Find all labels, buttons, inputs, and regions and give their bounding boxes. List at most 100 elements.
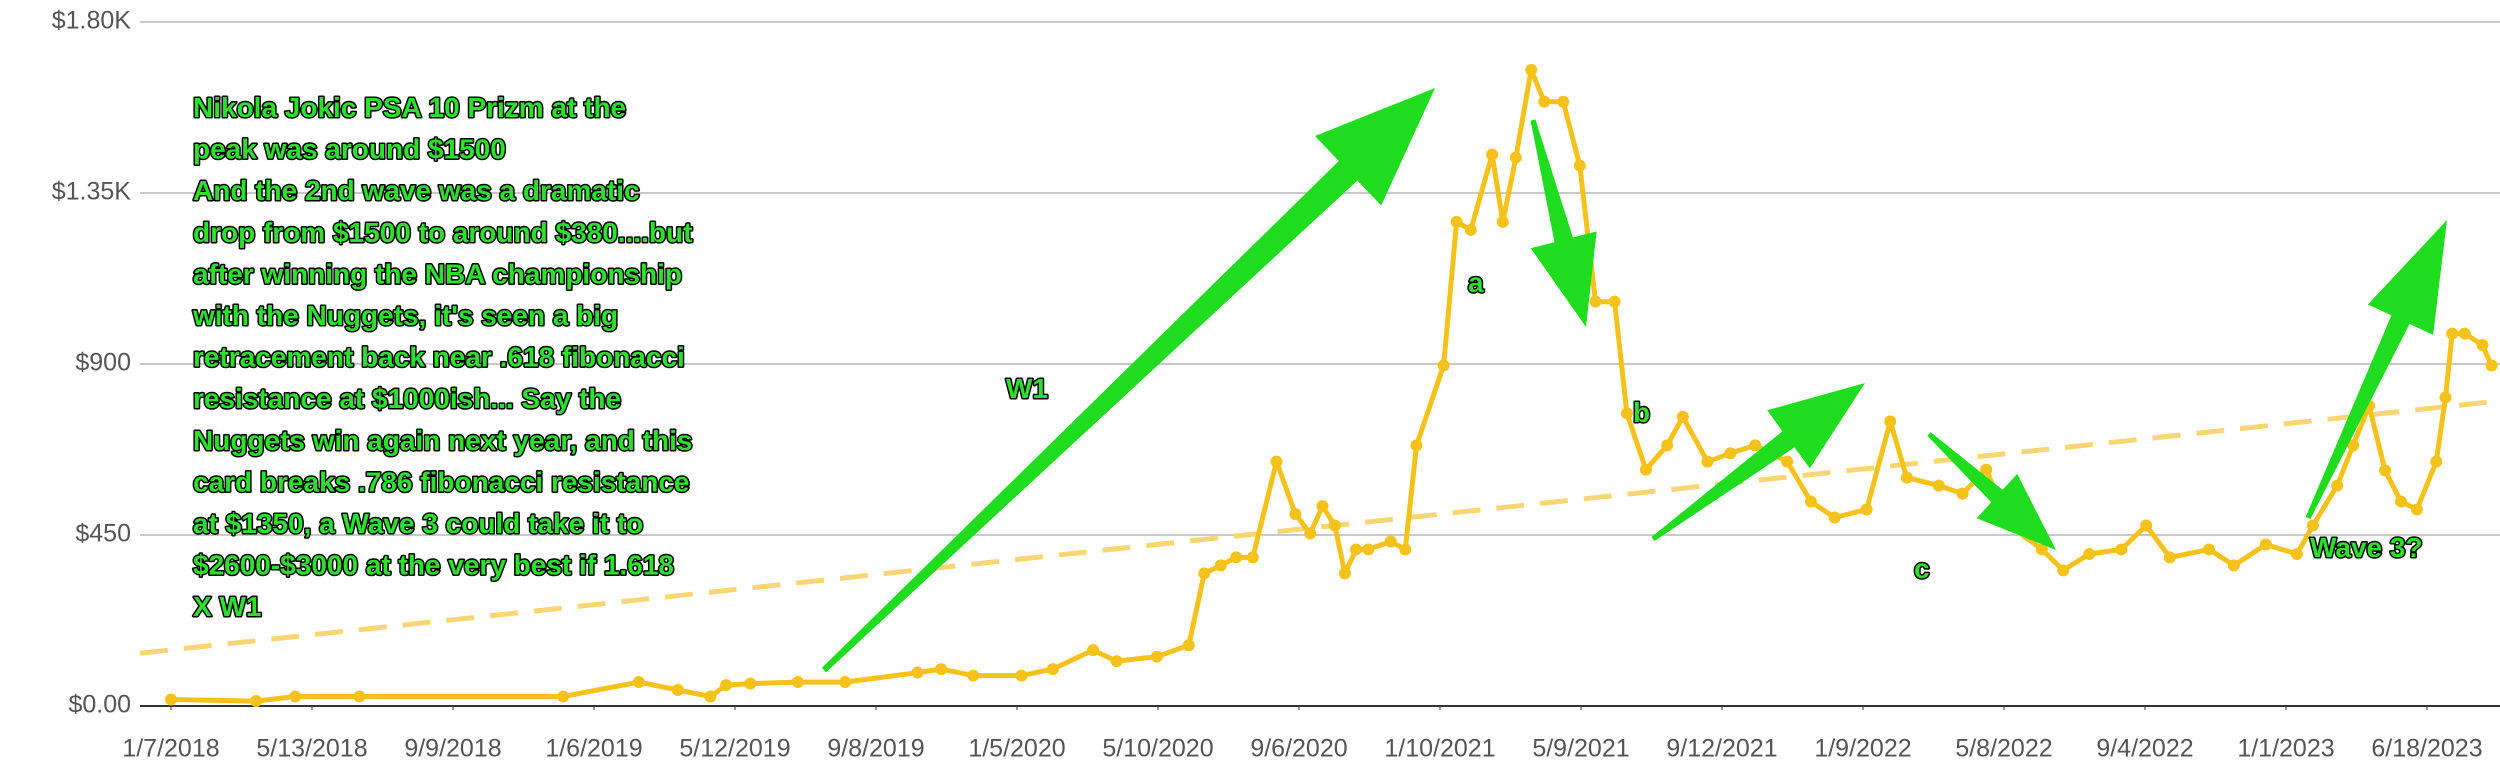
price-point bbox=[1557, 95, 1570, 108]
price-point bbox=[967, 669, 980, 682]
wave-label: W1 bbox=[1006, 373, 1048, 404]
x-tick-label: 9/9/2018 bbox=[404, 735, 501, 763]
price-point bbox=[1328, 519, 1341, 532]
price-point bbox=[839, 676, 852, 689]
y-tick-label: $450 bbox=[75, 520, 131, 548]
x-tick-label: 9/6/2020 bbox=[1250, 735, 1347, 763]
annotation-text: after winning the NBA championship bbox=[193, 258, 682, 289]
price-point bbox=[1749, 439, 1762, 452]
y-tick-label: $1.35K bbox=[52, 178, 132, 206]
x-tick-label: 1/7/2018 bbox=[122, 735, 219, 763]
price-point bbox=[1350, 543, 1363, 556]
annotation-text: X W1 bbox=[193, 591, 261, 622]
price-point bbox=[2259, 538, 2272, 551]
annotation-text: Nuggets win again next year, and this bbox=[193, 425, 692, 456]
price-point bbox=[2446, 327, 2459, 340]
price-point bbox=[1338, 567, 1351, 580]
price-point bbox=[1701, 455, 1714, 468]
x-tick-label: 5/8/2022 bbox=[1955, 735, 2052, 763]
price-point bbox=[353, 690, 366, 703]
price-point bbox=[704, 690, 717, 703]
price-point bbox=[1230, 551, 1243, 564]
price-point bbox=[1525, 63, 1538, 76]
y-tick-label: $1.80K bbox=[52, 7, 132, 35]
price-point bbox=[1608, 295, 1621, 308]
price-point bbox=[1828, 511, 1841, 524]
price-point bbox=[1509, 151, 1522, 164]
price-point bbox=[2379, 464, 2392, 477]
price-point bbox=[1384, 535, 1397, 548]
price-point bbox=[2083, 548, 2096, 560]
x-tick-label: 5/13/2018 bbox=[256, 735, 367, 763]
price-point bbox=[1620, 407, 1633, 420]
price-point bbox=[1884, 415, 1897, 428]
x-tick-label: 9/4/2022 bbox=[2096, 735, 2193, 763]
price-point bbox=[1661, 439, 1674, 452]
price-point bbox=[1464, 223, 1477, 236]
price-point bbox=[632, 676, 645, 689]
x-tick-label: 1/9/2022 bbox=[1814, 735, 1911, 763]
wave-label: a bbox=[1468, 267, 1484, 298]
price-point bbox=[791, 676, 804, 689]
price-point bbox=[1437, 359, 1450, 372]
price-point bbox=[2476, 339, 2489, 351]
x-tick-label: 1/6/2019 bbox=[545, 735, 642, 763]
price-point bbox=[1450, 215, 1463, 228]
wave-label: b bbox=[1633, 397, 1650, 428]
price-point bbox=[1589, 295, 1602, 308]
price-point bbox=[2394, 495, 2407, 508]
x-tick-label: 5/10/2020 bbox=[1102, 735, 1213, 763]
price-point bbox=[557, 690, 570, 703]
price-point bbox=[2485, 359, 2498, 372]
annotation-text: resistance at $1000ish... Say the bbox=[193, 383, 621, 414]
annotation-text: with the Nuggets, it's seen a big bbox=[192, 300, 618, 331]
price-point bbox=[2430, 455, 2443, 468]
price-point bbox=[250, 695, 263, 708]
price-point bbox=[720, 679, 733, 692]
price-point bbox=[1015, 669, 1028, 682]
price-point bbox=[1804, 495, 1817, 508]
price-point bbox=[1198, 567, 1211, 580]
price-point bbox=[2290, 548, 2303, 560]
x-tick-label: 9/8/2019 bbox=[827, 735, 924, 763]
price-point bbox=[1304, 527, 1317, 540]
price-point bbox=[1399, 543, 1412, 556]
price-point bbox=[2057, 564, 2070, 577]
price-point bbox=[2410, 503, 2423, 516]
price-point bbox=[1932, 479, 1945, 492]
annotation-text: peak was around $1500 bbox=[193, 134, 506, 165]
price-point bbox=[1639, 463, 1652, 476]
annotation-text: Nikola Jokic PSA 10 Prizm at the bbox=[193, 92, 626, 123]
annotation-text: $2600-$3000 at the very best if 1.618 bbox=[193, 550, 674, 581]
price-point bbox=[1410, 439, 1423, 452]
price-point bbox=[1956, 487, 1969, 500]
annotation-text: at $1350, a Wave 3 could take it to bbox=[193, 508, 643, 539]
price-point bbox=[1573, 159, 1586, 172]
annotation-arrow bbox=[2305, 220, 2447, 520]
price-point bbox=[1781, 455, 1794, 468]
wave-label: c bbox=[1914, 553, 1930, 584]
price-point bbox=[1289, 508, 1302, 521]
annotation-text: card breaks .786 fibonacci resistance bbox=[193, 466, 690, 497]
y-tick-label: $900 bbox=[75, 349, 131, 377]
annotation-arrow bbox=[1530, 119, 1597, 328]
x-tick-label: 5/12/2019 bbox=[679, 735, 790, 763]
price-point bbox=[1182, 639, 1195, 652]
price-point bbox=[2035, 543, 2048, 556]
price-point bbox=[1214, 559, 1227, 572]
price-point bbox=[1110, 655, 1123, 668]
price-point bbox=[2140, 519, 2153, 532]
price-point bbox=[1316, 500, 1329, 513]
price-point bbox=[2202, 543, 2215, 556]
x-tick-label: 1/1/2023 bbox=[2237, 735, 2334, 763]
price-point bbox=[2115, 543, 2128, 556]
annotation-text: retracement back near .618 fibonacci bbox=[193, 342, 685, 373]
annotation-arrow bbox=[821, 88, 1435, 673]
price-point bbox=[165, 693, 177, 706]
x-tick-label: 9/12/2021 bbox=[1666, 735, 1777, 763]
price-point bbox=[1676, 410, 1689, 423]
x-tick-label: 6/18/2023 bbox=[2371, 735, 2482, 763]
price-point bbox=[1046, 663, 1059, 676]
price-point bbox=[1980, 463, 1993, 476]
price-point bbox=[935, 663, 948, 676]
